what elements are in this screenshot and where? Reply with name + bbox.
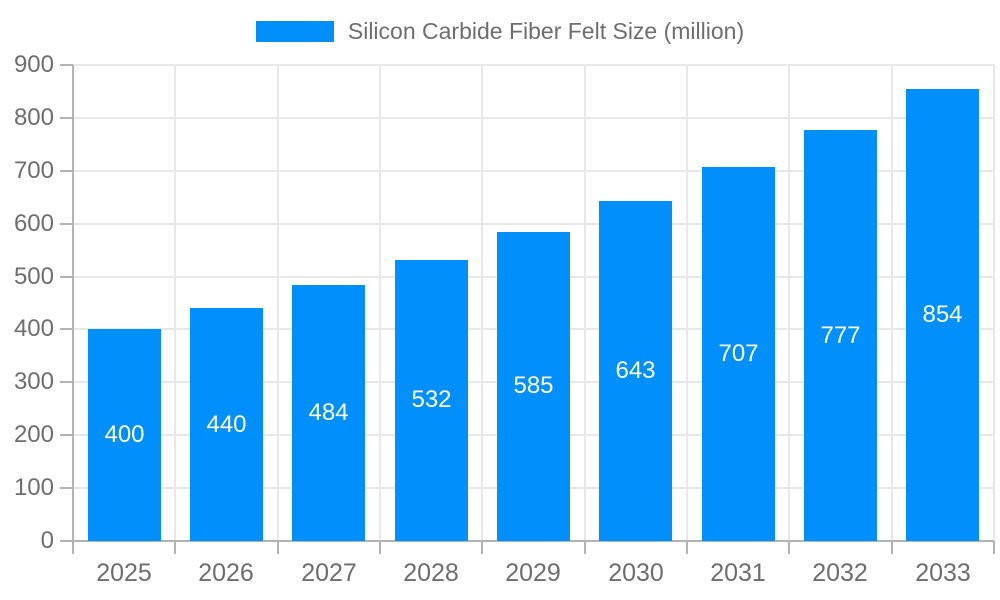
bar[interactable] xyxy=(395,260,468,541)
gridline-v xyxy=(584,65,586,541)
y-axis-label: 200 xyxy=(13,421,54,448)
x-axis-tick xyxy=(379,541,381,554)
bar-value-label: 854 xyxy=(922,301,963,328)
y-axis-tick xyxy=(60,487,73,489)
bar-value-label: 643 xyxy=(615,357,656,384)
x-axis-tick xyxy=(481,541,483,554)
x-axis-label: 2029 xyxy=(505,559,561,587)
y-axis-tick xyxy=(60,117,73,119)
y-axis-line xyxy=(72,65,74,541)
y-axis-label: 700 xyxy=(13,157,54,184)
bar[interactable] xyxy=(292,285,365,541)
x-axis-label: 2028 xyxy=(403,559,459,587)
gridline-v xyxy=(788,65,790,541)
bar-value-label: 400 xyxy=(104,421,145,448)
y-axis-label: 100 xyxy=(13,474,54,501)
x-axis-tick xyxy=(174,541,176,554)
gridline-v xyxy=(174,65,176,541)
x-axis-line xyxy=(73,540,994,542)
y-axis-tick xyxy=(60,64,73,66)
bar-value-label: 440 xyxy=(206,411,247,438)
y-axis-label: 900 xyxy=(13,51,54,78)
gridline-v xyxy=(481,65,483,541)
y-axis-label: 0 xyxy=(40,527,54,554)
gridline-h xyxy=(73,223,994,225)
gridline-h xyxy=(73,170,994,172)
x-axis-tick xyxy=(891,541,893,554)
y-axis-label: 300 xyxy=(13,368,54,395)
bar-value-label: 777 xyxy=(820,322,861,349)
bar-value-label: 585 xyxy=(513,372,554,399)
chart-legend[interactable]: Silicon Carbide Fiber Felt Size (million… xyxy=(0,18,1000,45)
x-axis-tick xyxy=(584,541,586,554)
bar[interactable] xyxy=(599,201,672,541)
x-axis-label: 2032 xyxy=(812,559,868,587)
bar-value-label: 484 xyxy=(308,399,349,426)
gridline-h xyxy=(73,64,994,66)
gridline-v xyxy=(686,65,688,541)
y-axis-label: 600 xyxy=(13,210,54,237)
bar[interactable] xyxy=(497,232,570,541)
x-axis-tick xyxy=(277,541,279,554)
x-axis-tick xyxy=(993,541,995,554)
gridline-h xyxy=(73,117,994,119)
y-axis-tick xyxy=(60,223,73,225)
bar[interactable] xyxy=(702,167,775,541)
x-axis-label: 2026 xyxy=(198,559,254,587)
y-axis-label: 500 xyxy=(13,263,54,290)
gridline-v xyxy=(379,65,381,541)
x-axis-label: 2025 xyxy=(96,559,152,587)
x-axis-tick xyxy=(788,541,790,554)
y-axis-tick xyxy=(60,170,73,172)
x-axis-tick xyxy=(72,541,74,554)
x-axis-label: 2030 xyxy=(608,559,664,587)
legend-label: Silicon Carbide Fiber Felt Size (million… xyxy=(347,18,745,44)
y-axis-label: 800 xyxy=(13,104,54,131)
bar[interactable] xyxy=(804,130,877,541)
y-axis-tick xyxy=(60,434,73,436)
gridline-v xyxy=(993,65,995,541)
bar[interactable] xyxy=(190,308,263,541)
bar-value-label: 532 xyxy=(411,386,452,413)
bar[interactable] xyxy=(88,329,161,541)
y-axis-tick xyxy=(60,276,73,278)
gridline-v xyxy=(891,65,893,541)
y-axis-tick xyxy=(60,381,73,383)
x-axis-label: 2031 xyxy=(710,559,766,587)
y-axis-tick xyxy=(60,540,73,542)
gridline-v xyxy=(277,65,279,541)
bar[interactable] xyxy=(906,89,979,541)
y-axis-tick xyxy=(60,328,73,330)
x-axis-label: 2027 xyxy=(301,559,357,587)
bar-value-label: 707 xyxy=(718,340,759,367)
y-axis-label: 400 xyxy=(13,315,54,342)
x-axis-tick xyxy=(686,541,688,554)
x-axis-label: 2033 xyxy=(915,559,971,587)
legend-swatch-icon xyxy=(255,21,334,42)
